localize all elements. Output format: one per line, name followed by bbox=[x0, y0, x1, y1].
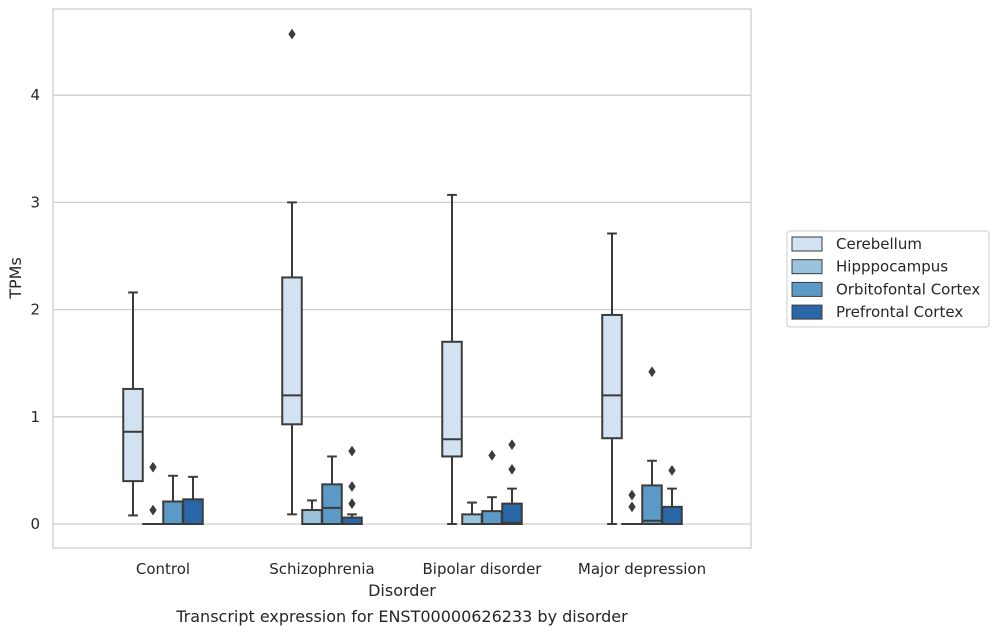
x-tick-label: Major depression bbox=[578, 560, 706, 578]
y-tick-label: 4 bbox=[30, 86, 40, 104]
outlier-point bbox=[348, 445, 356, 457]
chart-caption: Transcript expression for ENST0000062623… bbox=[175, 607, 628, 626]
box bbox=[641, 366, 663, 525]
plot-background bbox=[53, 9, 751, 548]
legend-swatch bbox=[791, 281, 823, 297]
plot-frame bbox=[52, 8, 752, 549]
outlier-point bbox=[488, 449, 496, 461]
box-body bbox=[301, 509, 323, 525]
y-tick-label: 3 bbox=[30, 193, 40, 211]
box bbox=[281, 28, 303, 516]
x-tick-label: Schizophrenia bbox=[269, 560, 374, 578]
outlier-point bbox=[348, 498, 356, 510]
x-axis-ticks: Control Schizophrenia Bipolar disorder Majo… bbox=[136, 560, 706, 578]
legend: Cerebellum Hipppocampus Orbitofontal Corte… bbox=[786, 230, 990, 328]
legend-label: Orbitofontal Cortex bbox=[836, 280, 980, 298]
outlier-point bbox=[508, 439, 516, 451]
legend-swatch bbox=[791, 236, 823, 252]
x-axis-label: Disorder bbox=[368, 581, 436, 600]
box-body bbox=[461, 513, 483, 525]
box-body bbox=[661, 505, 683, 525]
legend-entries: Cerebellum Hipppocampus Orbitofontal Corte… bbox=[791, 235, 980, 321]
series-prefrontal-cortex bbox=[182, 439, 683, 525]
legend-swatch bbox=[791, 304, 823, 320]
box bbox=[601, 232, 623, 525]
box bbox=[341, 445, 363, 525]
outlier-point bbox=[628, 501, 636, 513]
box-body bbox=[641, 484, 663, 525]
outlier-point bbox=[628, 489, 636, 501]
box-body bbox=[182, 498, 204, 525]
box bbox=[301, 499, 323, 525]
x-tick-label: Bipolar disorder bbox=[423, 560, 543, 578]
box bbox=[621, 489, 643, 526]
legend-frame bbox=[786, 230, 990, 328]
outlier-point bbox=[668, 464, 676, 476]
box-body bbox=[601, 313, 623, 440]
y-tick-label: 0 bbox=[30, 515, 40, 533]
box bbox=[182, 475, 204, 525]
x-tick-label: Control bbox=[136, 560, 190, 578]
outlier-point bbox=[508, 463, 516, 475]
box bbox=[162, 474, 184, 526]
y-axis-ticks: 0 1 2 3 4 bbox=[30, 86, 40, 533]
box-series bbox=[122, 28, 683, 526]
series-orbitofontal-cortex bbox=[162, 366, 663, 526]
series-cerebellum bbox=[122, 28, 623, 525]
outlier-point bbox=[149, 461, 157, 473]
legend-swatch bbox=[791, 259, 823, 275]
outlier-point bbox=[648, 366, 656, 378]
box bbox=[501, 439, 523, 525]
legend-label: Prefrontal Cortex bbox=[836, 303, 963, 321]
legend-label: Cerebellum bbox=[836, 235, 922, 253]
box-body bbox=[441, 340, 463, 458]
box-body bbox=[501, 502, 523, 525]
box bbox=[321, 455, 343, 525]
outlier-point bbox=[149, 504, 157, 516]
outlier-point bbox=[348, 481, 356, 492]
box-body bbox=[481, 510, 503, 525]
series-hipppocampus bbox=[142, 461, 643, 526]
y-axis-label: TPMs bbox=[6, 257, 25, 300]
y-tick-label: 1 bbox=[30, 408, 40, 426]
box bbox=[661, 464, 683, 525]
legend-label: Hipppocampus bbox=[836, 258, 948, 276]
box bbox=[441, 193, 463, 525]
y-tick-label: 2 bbox=[30, 301, 40, 319]
box bbox=[122, 291, 144, 517]
box-body bbox=[321, 483, 343, 525]
box bbox=[481, 449, 503, 525]
box-body bbox=[162, 500, 184, 526]
outlier-point bbox=[288, 28, 296, 40]
box-body bbox=[281, 276, 303, 426]
box-body bbox=[122, 387, 144, 483]
